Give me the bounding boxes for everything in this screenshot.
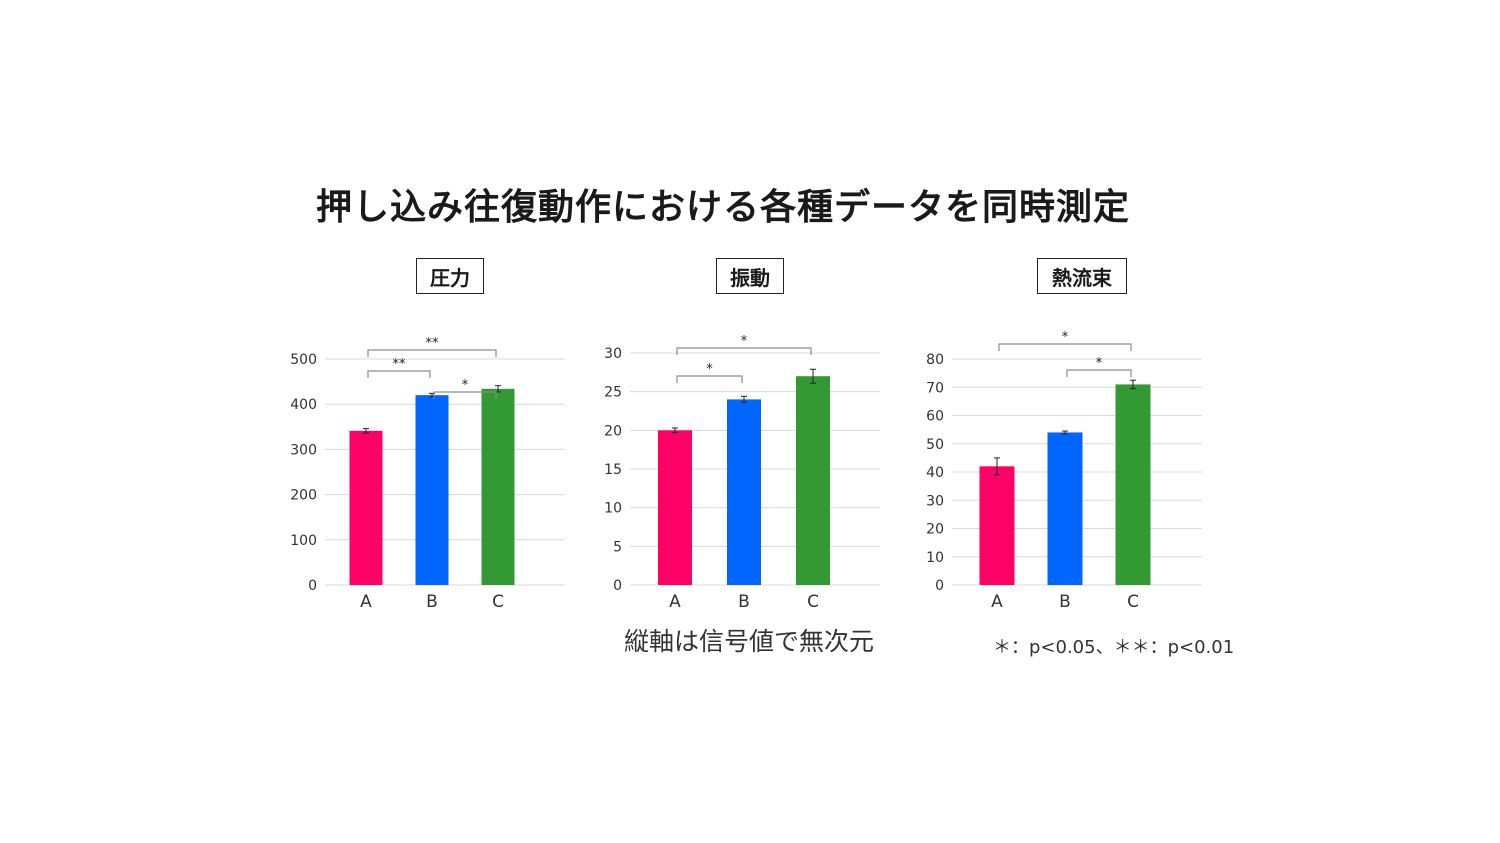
pressure-y-tick-label: 200 <box>290 488 317 504</box>
vibration-bar-A <box>658 430 692 585</box>
heat-flux-bar-B <box>1047 432 1083 585</box>
pressure-significance-label: * <box>462 378 469 393</box>
heat-flux-y-tick-label: 70 <box>926 380 944 396</box>
pressure-bar-A <box>349 430 383 585</box>
pressure-bar-B <box>415 395 449 585</box>
pressure-y-tick-label: 100 <box>290 533 317 549</box>
vibration-y-tick-label: 15 <box>604 462 622 478</box>
pressure-x-tick-label: B <box>426 592 438 612</box>
vibration-y-tick-label: 30 <box>604 346 622 362</box>
significance-legend: ＊：p<0.05、＊＊：p<0.01 <box>993 637 1235 658</box>
vibration-y-tick-label: 20 <box>604 423 622 439</box>
heat-flux-y-tick-label: 30 <box>926 493 944 509</box>
heat-flux-y-tick-label: 20 <box>926 522 944 538</box>
vibration-x-tick-label: B <box>738 592 750 612</box>
pressure-y-tick-label: 300 <box>290 442 317 458</box>
vibration-significance-label: * <box>706 362 713 377</box>
heat-flux-x-tick-label: C <box>1127 592 1139 612</box>
vibration-significance-bracket <box>676 347 812 355</box>
heat-flux-y-tick-label: 50 <box>926 437 944 453</box>
pressure-x-tick-label: A <box>360 592 372 612</box>
pressure-bar-C <box>481 388 515 585</box>
pressure-y-tick-label: 500 <box>290 352 317 368</box>
vibration-y-tick-label: 25 <box>604 385 622 401</box>
vibration-bar-C <box>796 376 830 585</box>
heat-flux-y-tick-label: 80 <box>926 352 944 368</box>
vibration-y-tick-label: 10 <box>604 501 622 517</box>
heat-flux-y-tick-label: 40 <box>926 465 944 481</box>
heat-flux-significance-label: * <box>1096 356 1103 371</box>
pressure-significance-label: ** <box>393 357 407 372</box>
heat-flux-bar-C <box>1115 384 1151 585</box>
heat-flux-y-tick-label: 10 <box>926 550 944 566</box>
heat-flux-chart: 0 10 20 30 40 50 60 70 80 A B C * * <box>926 330 1202 612</box>
pressure-y-tick-label: 0 <box>308 578 317 594</box>
vibration-y-tick-label: 0 <box>613 578 622 594</box>
heat-flux-significance-bracket <box>1066 369 1132 377</box>
axis-note: 縦軸は信号値で無次元 <box>624 627 875 656</box>
heat-flux-significance-label: * <box>1062 330 1069 345</box>
pressure-significance-label: ** <box>426 336 440 351</box>
chart-title-heat-flux: 熱流束 <box>1037 258 1127 294</box>
chart-title-pressure: 圧力 <box>416 258 484 294</box>
pressure-y-tick-label: 400 <box>290 397 317 413</box>
pressure-significance-bracket <box>367 349 497 357</box>
vibration-y-tick-label: 5 <box>613 539 622 555</box>
pressure-significance-bracket <box>367 370 431 378</box>
page-title: 押し込み往復動作における各種データを同時測定 <box>315 187 1130 228</box>
vibration-x-tick-label: C <box>807 592 819 612</box>
vibration-bar-B <box>727 399 761 585</box>
vibration-significance-bracket <box>676 375 743 383</box>
vibration-chart: 0 5 10 15 20 25 30 A B C * * <box>604 334 880 612</box>
heat-flux-significance-bracket <box>998 343 1132 351</box>
vibration-significance-label: * <box>741 334 748 349</box>
heat-flux-x-tick-label: B <box>1059 592 1071 612</box>
heat-flux-x-tick-label: A <box>991 592 1003 612</box>
vibration-x-tick-label: A <box>669 592 681 612</box>
chart-title-vibration: 振動 <box>716 258 784 294</box>
heat-flux-y-tick-label: 0 <box>935 578 944 594</box>
heat-flux-bar-A <box>979 466 1015 585</box>
pressure-x-tick-label: C <box>492 592 504 612</box>
pressure-significance-bracket <box>433 391 497 399</box>
heat-flux-y-tick-label: 60 <box>926 409 944 425</box>
